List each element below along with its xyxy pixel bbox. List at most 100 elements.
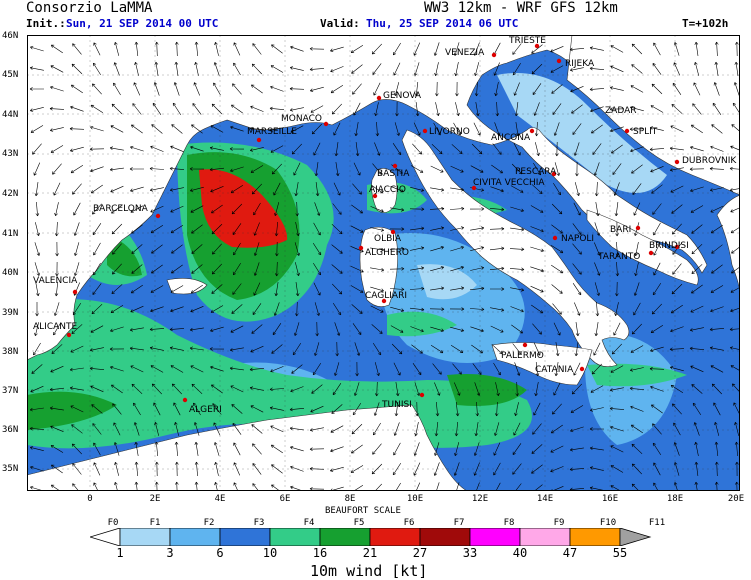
wind-arrow (311, 123, 323, 135)
colorbar-segment (119, 528, 171, 546)
wind-arrow (533, 162, 541, 176)
wind-arrow (430, 165, 444, 173)
wind-arrow (710, 205, 724, 213)
wind-arrow (435, 401, 440, 417)
wind-arrow (50, 85, 64, 92)
wind-arrow (352, 323, 362, 335)
wind-arrow (531, 44, 543, 54)
wind-arrow (429, 206, 445, 211)
wind-arrow (93, 262, 101, 276)
wind-arrow (513, 142, 521, 156)
wind-arrow (651, 404, 663, 414)
wind-arrow (489, 226, 505, 231)
wind-arrow (435, 81, 439, 97)
wind-arrow (552, 103, 562, 115)
wind-arrow (631, 443, 643, 455)
wind-arrow (594, 222, 601, 236)
colorbar-segment (569, 528, 621, 546)
wind-arrow (330, 46, 344, 52)
wind-arrow (151, 244, 163, 254)
wind-arrow (589, 486, 604, 491)
wind-arrow (352, 183, 362, 195)
wind-arrow (672, 263, 682, 275)
wind-arrow (495, 382, 500, 397)
wind-arrow (212, 243, 222, 255)
init-value: Sun, 21 SEP 2014 00 UTC (66, 17, 219, 30)
city-label: AJACCIO (369, 185, 406, 195)
wind-arrow (273, 182, 281, 196)
wind-arrow (691, 284, 703, 294)
wind-arrow (134, 461, 139, 477)
wind-arrow (734, 421, 739, 436)
wind-arrow (169, 166, 185, 171)
wind-arrow (175, 461, 179, 477)
city-dot (491, 52, 497, 58)
beaufort-colorbar (90, 528, 652, 546)
wind-arrow (614, 202, 619, 217)
wind-arrow (270, 85, 284, 92)
wind-arrow (671, 283, 683, 295)
wind-arrow (193, 422, 200, 436)
wind-arrow (270, 145, 284, 153)
wind-arrow (573, 202, 581, 216)
wind-arrow (633, 202, 641, 216)
wind-arrow (731, 124, 740, 132)
wind-arrow (109, 146, 124, 151)
wind-arrow (70, 345, 84, 353)
wind-arrow (690, 365, 704, 373)
wind-arrow (351, 444, 363, 454)
wind-arrow (233, 442, 241, 456)
wind-arrow (430, 246, 444, 252)
wind-arrow (493, 362, 501, 376)
wind-arrow (734, 61, 739, 76)
wind-arrow (50, 484, 61, 491)
wind-arrow (394, 122, 400, 136)
wind-arrow (153, 402, 161, 416)
wind-arrow (214, 41, 219, 56)
wind-arrow (149, 327, 165, 332)
wind-arrow (250, 105, 264, 112)
wind-arrow (610, 65, 624, 73)
wind-arrow (651, 303, 663, 315)
colorbar-segment (169, 528, 221, 546)
wind-arrow (154, 421, 159, 436)
wind-arrow (410, 226, 425, 231)
wind-arrow (555, 141, 559, 157)
wind-arrow (150, 306, 164, 313)
wind-arrow (472, 363, 482, 375)
wind-arrow (73, 202, 81, 216)
wind-arrow (30, 385, 44, 393)
city-label: ZADAR (605, 106, 637, 116)
wind-arrow (532, 83, 542, 95)
wind-arrow (149, 187, 164, 192)
wind-arrow (90, 104, 104, 114)
wind-arrow (433, 462, 440, 476)
wind-arrow (289, 407, 305, 412)
wind-arrow (155, 461, 159, 477)
wind-arrow (371, 324, 383, 334)
wind-arrow (110, 185, 124, 193)
wind-arrow (451, 144, 463, 154)
wind-arrow (313, 262, 321, 276)
wind-arrow (270, 366, 284, 373)
wind-arrow (513, 422, 521, 436)
wind-arrow (453, 122, 461, 136)
lon-label: 6E (279, 494, 291, 504)
wind-arrow (71, 324, 83, 334)
wind-arrow (434, 442, 440, 456)
wind-arrow (714, 481, 719, 491)
wind-arrow (629, 127, 645, 131)
colorbar-segment (519, 528, 571, 546)
city-dot (182, 397, 188, 403)
wind-arrow (535, 142, 540, 157)
wind-arrow (351, 64, 363, 74)
wind-arrow (495, 482, 501, 491)
wind-arrow (629, 367, 644, 372)
city-dot (648, 250, 654, 256)
colorbar-caption: 10m wind [kt] (310, 562, 428, 580)
wind-arrow (610, 465, 624, 473)
lat-label: 36N (2, 425, 19, 435)
wind-arrow (131, 264, 143, 274)
wind-arrow (709, 166, 725, 171)
wind-arrow (275, 241, 279, 257)
